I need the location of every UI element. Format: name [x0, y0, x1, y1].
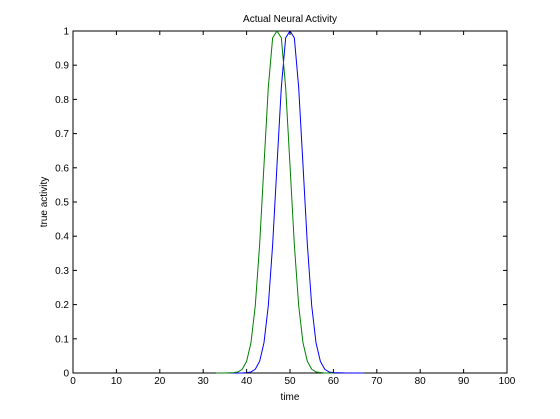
- series-line-1: [216, 30, 364, 374]
- y-tick-label: 0.4: [55, 232, 69, 243]
- series-layer: [216, 30, 364, 374]
- y-tick-label: 0.5: [55, 198, 69, 209]
- x-tick-label: 60: [328, 376, 340, 387]
- x-tick-label: 90: [458, 376, 470, 387]
- y-axis-label: true activity: [39, 177, 50, 228]
- x-tick-label: 10: [111, 376, 123, 387]
- y-tick-label: 0.6: [55, 163, 69, 174]
- x-tick-label: 20: [154, 376, 166, 387]
- y-tick-label: 0.8: [55, 95, 69, 106]
- x-tick-label: 0: [70, 376, 76, 387]
- x-tick-label: 70: [371, 376, 383, 387]
- x-tick-label: 40: [241, 376, 253, 387]
- plot-area: [72, 30, 508, 374]
- y-tick-label: 0.9: [55, 61, 69, 72]
- chart-title: Actual Neural Activity: [243, 14, 337, 25]
- x-tick-label: 30: [198, 376, 210, 387]
- y-tick-label: 0.3: [55, 266, 69, 277]
- tick-layer: 0 10 20 30 40 50 60 70 80 90 100 0 0.1 0.2 0.3 0.4 0.5 0.…: [55, 27, 516, 388]
- x-tick-label: 50: [284, 376, 296, 387]
- x-tick-label: 80: [415, 376, 427, 387]
- y-tick-label: 0: [63, 369, 69, 380]
- y-tick-label: 0.7: [55, 129, 69, 140]
- x-tick-label: 100: [499, 376, 516, 387]
- series-line-2: [216, 30, 334, 374]
- y-tick-label: 0.2: [55, 300, 69, 311]
- x-axis-label: time: [281, 392, 300, 403]
- y-tick-label: 0.1: [55, 334, 69, 345]
- y-tick-label: 1: [63, 27, 69, 38]
